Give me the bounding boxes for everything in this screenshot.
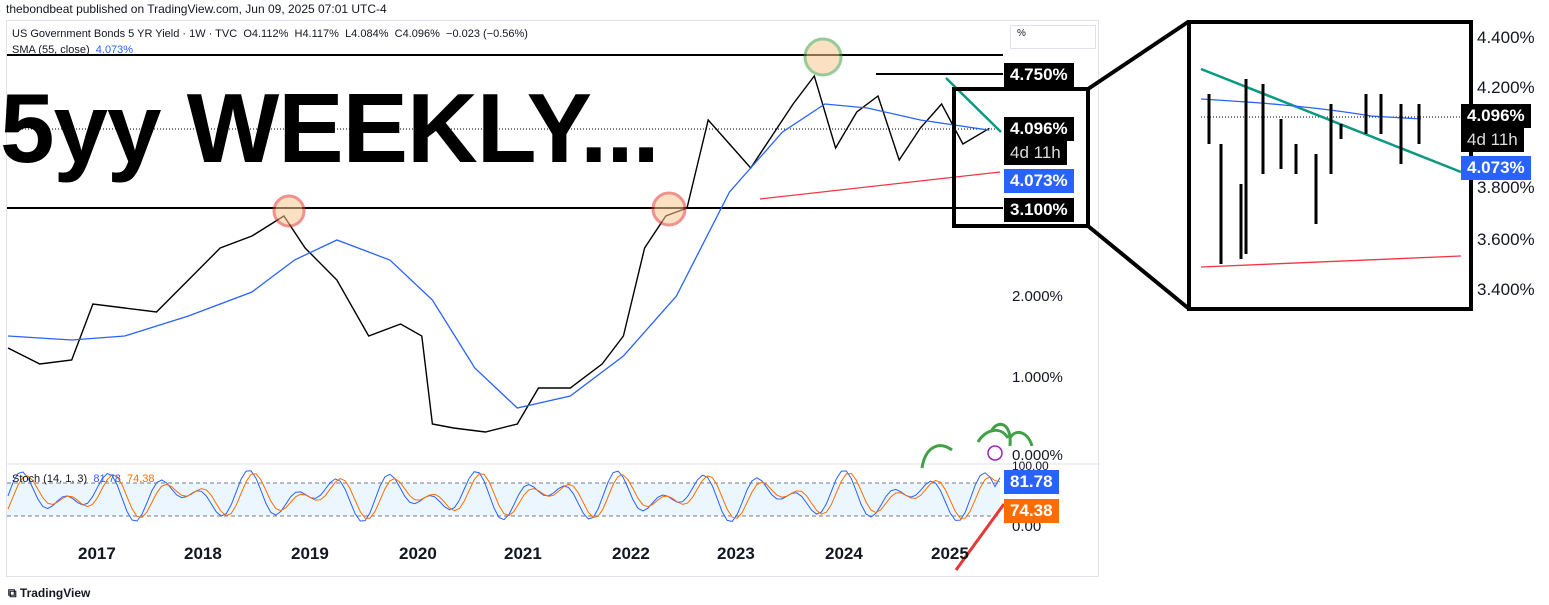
alert-icon [987,445,1003,461]
ohlc-high: H4.117% [294,28,339,40]
stoch-k-value: 81.78 [93,473,121,485]
symbol-legend[interactable]: US Government Bonds 5 YR Yield · 1W · TV… [12,28,528,40]
x-tick-2024: 2024 [825,544,863,563]
green-circle-2023 [803,37,843,77]
sma-series [7,103,990,409]
sma-price-tag: 4.073% [1004,169,1074,193]
sma-legend[interactable]: SMA (55, close) 4.073% [12,44,133,56]
x-tick-2021: 2021 [504,544,542,563]
zoom-connector-bottom [1086,224,1190,310]
green-arc-1 [920,444,953,469]
last-price-tag: 4.096% [1004,117,1074,141]
y-tick-1: 1.000% [1012,369,1063,386]
zoom-y-3600: 3.600% [1477,230,1535,249]
sma-value: 4.073% [95,44,134,56]
x-tick-2025: 2025 [931,544,969,563]
y-tick-0: 0.000% [1012,447,1063,464]
ohlc-close: C4.096% [394,28,440,40]
ohlc-open: O4.112% [243,28,289,40]
countdown-tag: 4d 11h [1004,141,1067,165]
zoom-trend-up [1200,255,1462,268]
x-tick-2018: 2018 [184,544,222,563]
zoom-price-bars [1207,79,1421,264]
x-tick-2023: 2023 [717,544,755,563]
price-series [7,74,990,433]
x-tick-2020: 2020 [399,544,437,563]
price-change: −0.023 (−0.56%) [446,28,528,40]
stoch-k-tag: 81.78 [1004,470,1059,494]
stoch-d-value: 74.38 [127,473,155,485]
green-arc-3 [990,422,1012,447]
ohlc-low: L4.084% [345,28,389,40]
zoom-sma [1200,98,1422,120]
zoom-connector-top [1086,20,1190,91]
zoom-y-3800: 3.800% [1477,178,1535,197]
zoom-countdown-tag: 4d 11h [1461,128,1524,152]
x-tick-2022: 2022 [612,544,650,563]
stoch-d-tag: 74.38 [1004,499,1059,523]
stoch-tick-100: 100.00 [1012,459,1049,473]
zoom-inset: 4.400% 4.200% 3.800% 3.600% 3.400% 4.096… [1187,20,1535,311]
x-tick-2017: 2017 [78,544,116,563]
stoch-label: Stoch (14, 1, 3) [12,473,88,485]
sma-label: SMA (55, close) [12,44,90,56]
y-tick-2: 2.000% [1012,288,1063,305]
red-circle-2022 [651,191,687,227]
percent-toggle[interactable]: % [1010,25,1096,49]
symbol-name: US Government Bonds 5 YR Yield · 1W · TV… [12,28,238,40]
zoom-chart-svg [1200,67,1462,268]
tradingview-logo[interactable]: ⧉ TradingView [8,586,90,601]
stoch-band-fill [7,483,1000,516]
zoom-last-tag: 4.096% [1461,104,1531,128]
overlay-title: 5yy WEEKLY... [0,73,660,183]
brand-name: TradingView [19,586,91,600]
zoom-y-3400: 3.400% [1477,280,1535,299]
trendline-up [759,171,1001,200]
zoom-source-box [952,87,1090,228]
chart-frame [6,20,1099,577]
publisher-line: thebondbeat published on TradingView.com… [6,2,387,16]
red-circle-2018 [272,194,306,228]
zoom-y-4200: 4.200% [1477,78,1535,97]
stoch-legend[interactable]: Stoch (14, 1, 3) 81.78 74.38 [12,473,155,485]
level-tag-high: 4.750% [1004,63,1074,87]
level-tag-low: 3.100% [1004,198,1074,222]
x-tick-2019: 2019 [291,544,329,563]
red-arrow-line [954,503,1006,571]
green-arc-2 [976,428,1010,443]
green-arc-4 [1008,430,1034,447]
stoch-d-series [7,472,1001,519]
tv-logo-icon: ⧉ [8,586,20,600]
zoom-y-4400: 4.400% [1477,28,1535,47]
stoch-k-series [7,470,1001,522]
zoom-sma-tag: 4.073% [1461,156,1531,180]
